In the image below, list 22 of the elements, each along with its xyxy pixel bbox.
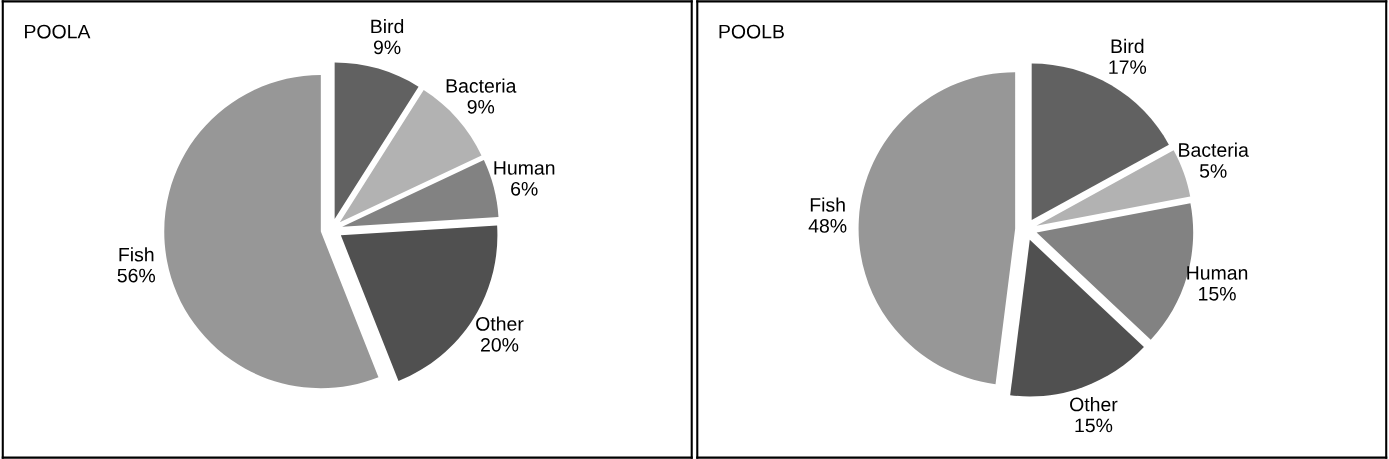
chart-title: POOLB bbox=[719, 24, 784, 39]
slice-label: Human bbox=[494, 161, 555, 175]
data-label: 15% bbox=[1199, 286, 1236, 301]
chart-title: POOLA bbox=[25, 24, 91, 39]
slice-label: Bird bbox=[371, 19, 404, 34]
data-label: 9% bbox=[373, 40, 401, 55]
data-label: 15% bbox=[1075, 418, 1113, 433]
data-label: 6% bbox=[511, 181, 538, 196]
data-label: 17% bbox=[1109, 60, 1147, 74]
slice-label: Other bbox=[1070, 397, 1118, 412]
data-label: 5% bbox=[1199, 164, 1227, 178]
slice-label: Bacteria bbox=[1179, 142, 1249, 157]
data-label: 20% bbox=[481, 337, 519, 352]
data-label: 56% bbox=[117, 268, 156, 283]
slice-label: Bacteria bbox=[446, 78, 517, 93]
data-label: 48% bbox=[808, 218, 847, 233]
slice-label: Human bbox=[1187, 266, 1248, 280]
slice-label: Bird bbox=[1111, 38, 1144, 54]
slice-label: Other bbox=[476, 316, 524, 331]
slice-label: Fish bbox=[810, 197, 845, 212]
data-label: 9% bbox=[467, 99, 495, 114]
slice-label: Fish bbox=[119, 247, 154, 262]
